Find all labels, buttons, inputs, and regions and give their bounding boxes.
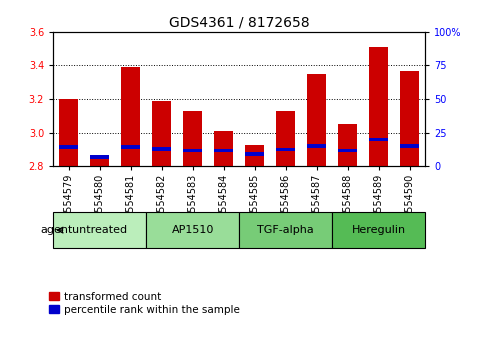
Bar — [239, 212, 332, 248]
Bar — [59, 99, 78, 166]
Bar — [338, 124, 357, 166]
Bar — [146, 212, 239, 248]
Bar — [90, 155, 109, 159]
Bar — [59, 145, 78, 149]
Text: Heregulin: Heregulin — [352, 225, 406, 235]
Legend: transformed count, percentile rank within the sample: transformed count, percentile rank withi… — [49, 292, 240, 315]
Bar — [400, 144, 419, 148]
Bar — [121, 67, 140, 166]
Bar — [184, 149, 202, 152]
Bar — [152, 101, 171, 166]
Bar — [307, 74, 326, 166]
Text: TGF-alpha: TGF-alpha — [257, 225, 314, 235]
Bar — [53, 212, 146, 248]
Bar — [214, 149, 233, 152]
Text: agent: agent — [41, 225, 73, 235]
Bar — [276, 148, 295, 152]
Bar — [332, 212, 425, 248]
Bar — [152, 147, 171, 150]
Text: untreated: untreated — [72, 225, 127, 235]
Bar — [245, 152, 264, 156]
Text: AP1510: AP1510 — [171, 225, 214, 235]
Bar — [121, 145, 140, 149]
Bar — [307, 144, 326, 148]
Bar — [369, 47, 388, 166]
Bar — [90, 156, 109, 166]
Title: GDS4361 / 8172658: GDS4361 / 8172658 — [169, 15, 310, 29]
Bar — [276, 111, 295, 166]
Bar — [245, 144, 264, 166]
Bar — [369, 138, 388, 141]
Bar — [400, 70, 419, 166]
Bar — [214, 131, 233, 166]
Bar — [184, 111, 202, 166]
Bar — [338, 149, 357, 152]
